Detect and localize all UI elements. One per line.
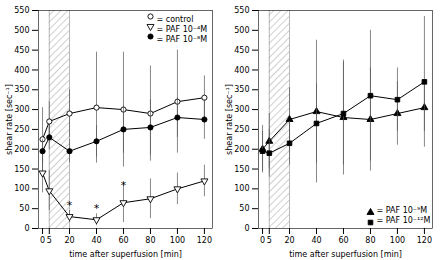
svg-text:50: 50 xyxy=(19,204,29,213)
svg-text:shear rate [sec⁻¹]: shear rate [sec⁻¹] xyxy=(225,84,234,155)
svg-text:200: 200 xyxy=(14,145,29,154)
svg-text:*: * xyxy=(121,179,127,192)
svg-text:350: 350 xyxy=(14,85,29,94)
svg-text:= PAF 10⁻⁹M: = PAF 10⁻⁹M xyxy=(377,206,428,215)
svg-text:550: 550 xyxy=(234,6,249,15)
svg-text:400: 400 xyxy=(234,66,249,75)
svg-text:*: * xyxy=(67,199,73,212)
svg-text:200: 200 xyxy=(234,145,249,154)
svg-text:400: 400 xyxy=(14,66,29,75)
svg-text:150: 150 xyxy=(14,165,29,174)
svg-text:40: 40 xyxy=(311,236,321,245)
svg-text:5: 5 xyxy=(267,236,272,245)
svg-text:350: 350 xyxy=(234,85,249,94)
svg-text:100: 100 xyxy=(390,236,405,245)
svg-text:300: 300 xyxy=(234,105,249,114)
svg-text:time after superfusion [min]: time after superfusion [min] xyxy=(69,250,182,259)
svg-text:100: 100 xyxy=(170,236,185,245)
svg-text:0: 0 xyxy=(24,224,29,233)
svg-text:50: 50 xyxy=(239,204,249,213)
svg-text:= control: = control xyxy=(157,15,194,24)
svg-text:40: 40 xyxy=(91,236,101,245)
svg-text:20: 20 xyxy=(64,236,74,245)
svg-text:= PAF 10⁻¹²M: = PAF 10⁻¹²M xyxy=(377,216,431,225)
svg-text:250: 250 xyxy=(234,125,249,134)
svg-text:shear rate [sec⁻¹]: shear rate [sec⁻¹] xyxy=(5,84,14,155)
svg-text:450: 450 xyxy=(14,46,29,55)
svg-text:120: 120 xyxy=(197,236,212,245)
svg-text:0: 0 xyxy=(260,236,265,245)
svg-text:250: 250 xyxy=(14,125,29,134)
svg-text:*: * xyxy=(94,202,100,215)
svg-text:120: 120 xyxy=(417,236,432,245)
svg-text:0: 0 xyxy=(40,236,45,245)
svg-text:550: 550 xyxy=(14,6,29,15)
svg-text:80: 80 xyxy=(365,236,375,245)
svg-text:500: 500 xyxy=(234,26,249,35)
svg-text:5: 5 xyxy=(47,236,52,245)
svg-text:20: 20 xyxy=(284,236,294,245)
svg-text:450: 450 xyxy=(234,46,249,55)
svg-text:60: 60 xyxy=(338,236,348,245)
svg-text:time after superfusion [min]: time after superfusion [min] xyxy=(289,250,402,259)
svg-text:100: 100 xyxy=(234,184,249,193)
svg-text:150: 150 xyxy=(234,165,249,174)
svg-text:300: 300 xyxy=(14,105,29,114)
svg-text:80: 80 xyxy=(145,236,155,245)
svg-text:0: 0 xyxy=(244,224,249,233)
svg-text:100: 100 xyxy=(14,184,29,193)
svg-text:= PAF 10⁻⁴M: = PAF 10⁻⁴M xyxy=(157,25,208,34)
svg-text:60: 60 xyxy=(118,236,128,245)
svg-text:500: 500 xyxy=(14,26,29,35)
svg-text:= PAF 10⁻⁸M: = PAF 10⁻⁸M xyxy=(157,35,208,44)
